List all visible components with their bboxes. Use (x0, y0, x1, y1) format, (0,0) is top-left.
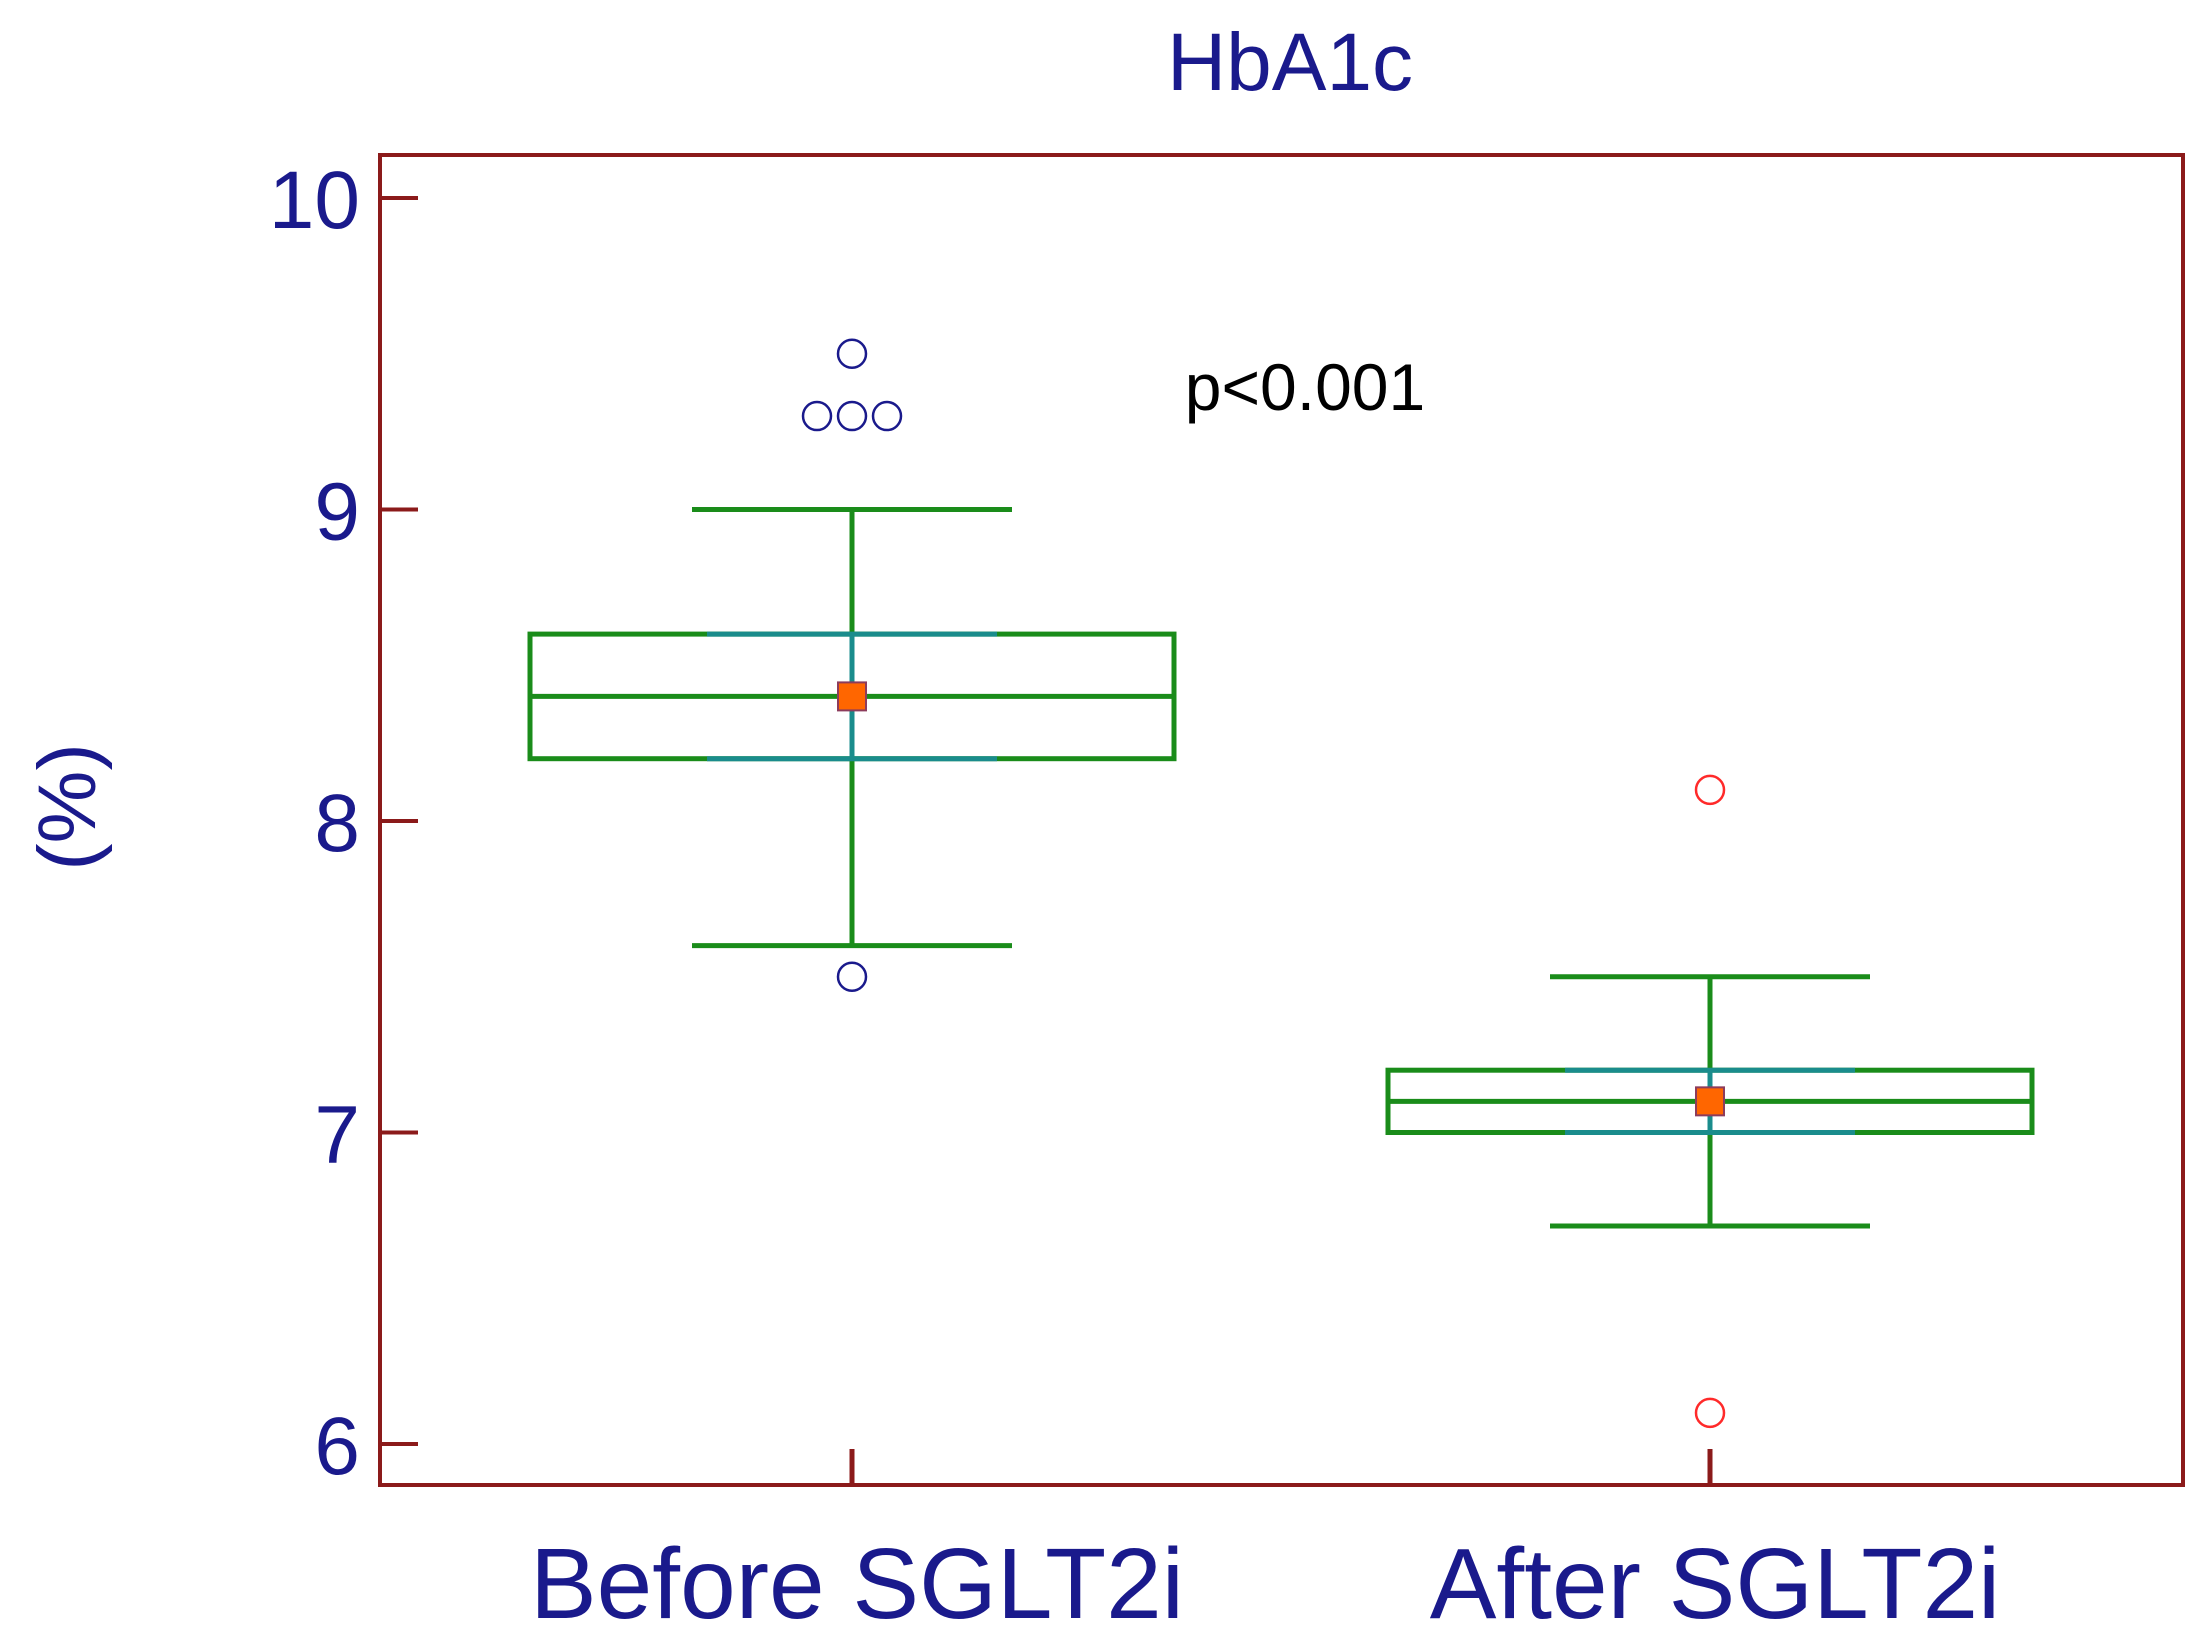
x-category-label: Before SGLT2i (530, 1528, 1184, 1637)
box-group (1385, 774, 2035, 1429)
y-tick-label: 10 (269, 155, 360, 246)
box-series (527, 338, 2035, 1429)
p-value-annotation: p<0.001 (1185, 350, 1425, 424)
y-tick-label: 9 (314, 467, 360, 558)
outlier-point (836, 961, 868, 992)
y-axis-label: (%) (22, 743, 113, 871)
mean-marker (837, 681, 867, 712)
box-group (527, 338, 1177, 992)
y-tick-label: 6 (314, 1401, 360, 1492)
outlier-point (871, 400, 903, 432)
chart-title: HbA1c (1167, 17, 1413, 108)
y-tick-label: 8 (314, 778, 360, 869)
outlier-point (1694, 774, 1726, 806)
x-category-label: After SGLT2i (1430, 1528, 2001, 1637)
mean-marker (1695, 1086, 1725, 1117)
outlier-point (801, 400, 833, 432)
outlier-point (1694, 1397, 1726, 1429)
y-axis: 6 7 8 9 10 Before SGLT2i After SGLT2i (269, 155, 2001, 1640)
outlier-point (836, 338, 868, 369)
outlier-point (836, 400, 868, 432)
y-tick-label: 7 (314, 1090, 360, 1181)
